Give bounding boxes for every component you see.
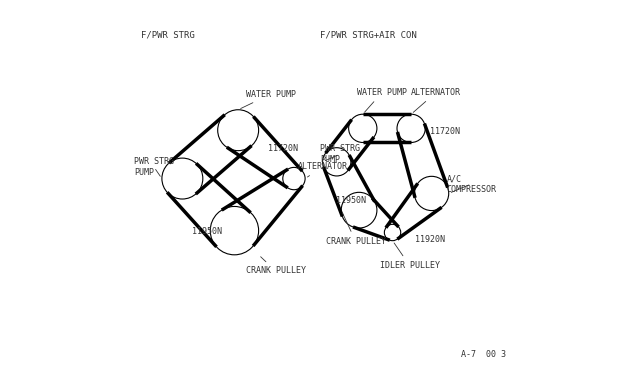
Text: CRANK PULLEY: CRANK PULLEY (246, 257, 306, 275)
Text: CRANK PULLEY: CRANK PULLEY (326, 213, 385, 246)
Text: 11720N: 11720N (429, 127, 460, 136)
Text: WATER PUMP: WATER PUMP (241, 90, 296, 109)
Text: WATER PUMP: WATER PUMP (357, 88, 407, 112)
Text: ALTERNATOR: ALTERNATOR (298, 162, 348, 177)
Text: F/PWR STRG+AIR CON: F/PWR STRG+AIR CON (320, 30, 417, 39)
Text: A-7  00 3: A-7 00 3 (461, 350, 506, 359)
Text: 11920N: 11920N (415, 235, 445, 244)
Text: 11950N: 11950N (336, 196, 366, 205)
Text: PWR STRG
PUMP: PWR STRG PUMP (134, 157, 174, 177)
Text: PWR STRG
PUMP: PWR STRG PUMP (320, 144, 360, 164)
Text: A/C
COMPRESSOR: A/C COMPRESSOR (447, 174, 497, 193)
Text: IDLER PULLEY: IDLER PULLEY (380, 243, 440, 270)
Text: 11950N: 11950N (191, 227, 221, 236)
Text: ALTERNATOR: ALTERNATOR (411, 88, 461, 112)
Text: 11720N: 11720N (268, 144, 298, 153)
Text: F/PWR STRG: F/PWR STRG (141, 30, 195, 39)
